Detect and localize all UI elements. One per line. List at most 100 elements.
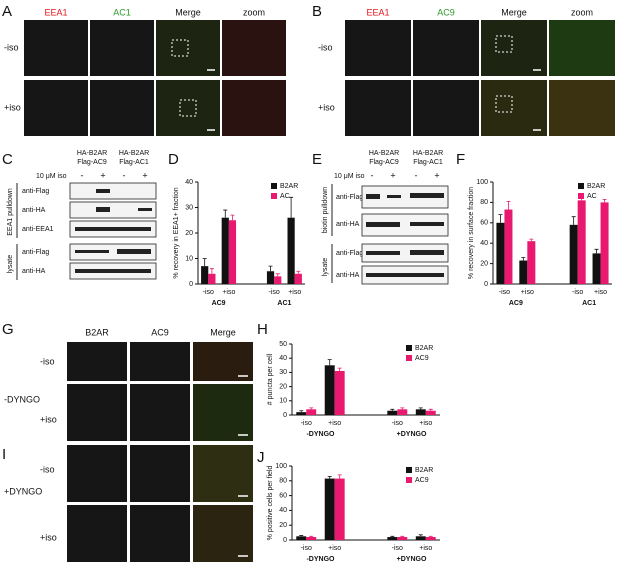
column-label: AC9: [151, 327, 169, 337]
bar: [387, 410, 398, 415]
legend-swatch: [406, 355, 412, 361]
error-bar: [223, 209, 228, 218]
error-bar: [289, 196, 294, 218]
bar: [221, 217, 229, 284]
x-tick-label: -iso: [572, 289, 583, 296]
bar: [324, 478, 335, 540]
legend-swatch: [271, 193, 277, 199]
bar: [201, 266, 209, 284]
lane-label: -: [371, 170, 374, 180]
group-label: -DYNGO: [306, 431, 335, 438]
row-label: +iso: [40, 414, 57, 424]
legend-label: AC: [280, 193, 290, 200]
panel-letter: E: [312, 151, 322, 168]
bar: [415, 409, 426, 415]
x-tick-label: +iso: [594, 289, 607, 296]
error-bar: [337, 474, 342, 479]
bar: [266, 271, 275, 284]
bar: [425, 537, 436, 540]
y-axis-label: % recovery in EEA1+ fraction: [173, 187, 180, 278]
blot-label: anti-Flag: [336, 250, 363, 257]
condition-label: +DYNGO: [4, 486, 42, 496]
bar: [306, 409, 317, 415]
sample-label: HA-B2AR: [77, 150, 107, 157]
row-label: -iso: [4, 42, 19, 52]
legend-label: B2AR: [415, 345, 433, 352]
bar: [296, 412, 307, 415]
x-tick-label: +iso: [419, 545, 432, 552]
error-bar: [309, 407, 314, 410]
panel-letter: G: [2, 321, 14, 338]
bar: [306, 537, 317, 540]
legend-swatch: [406, 467, 412, 473]
error-bar: [390, 535, 395, 538]
treatment-label: 10 μM iso: [334, 173, 365, 180]
error-bar: [400, 407, 405, 410]
legend-swatch: [406, 345, 412, 351]
blot-label: anti-Flag: [22, 188, 49, 195]
y-tick-label: 100: [476, 179, 488, 186]
error-bar: [506, 200, 511, 210]
column-label: AC9: [437, 7, 455, 17]
panel-letter: D: [168, 151, 179, 168]
group-label: +DYNGO: [397, 556, 427, 563]
sample-label: HA-B2AR: [413, 150, 443, 157]
condition-label: -DYNGO: [4, 394, 40, 404]
legend-label: AC: [587, 193, 597, 200]
y-tick-label: 40: [279, 355, 287, 362]
western-blot: [69, 182, 157, 280]
column-label: EEA1: [366, 7, 389, 17]
bar: [592, 253, 601, 284]
group-label: AC9: [212, 300, 226, 307]
x-tick-label: +iso: [222, 289, 235, 296]
x-tick-label: -iso: [203, 289, 214, 296]
error-bar: [296, 270, 301, 274]
bar: [334, 478, 345, 540]
y-tick-label: 10: [279, 398, 287, 405]
bar: [287, 217, 295, 284]
x-tick-label: -iso: [392, 545, 403, 552]
legend-label: B2AR: [280, 183, 298, 190]
micrographs: [24, 20, 286, 136]
x-tick-label: -iso: [268, 289, 279, 296]
error-bar: [337, 367, 342, 371]
error-bar: [529, 238, 534, 242]
sample-label: HA-B2AR: [369, 150, 399, 157]
row-label: +iso: [4, 102, 21, 112]
y-axis-label: % positive cells per field: [267, 466, 274, 541]
bar: [334, 370, 345, 415]
y-tick-label: 10: [185, 255, 193, 262]
sample-label: HA-B2AR: [119, 150, 149, 157]
micrographs: [67, 342, 253, 562]
blot-label: anti-Flag: [336, 194, 363, 201]
error-bar: [390, 408, 395, 411]
treatment-label: 10 μM iso: [36, 173, 67, 180]
x-tick-label: -iso: [392, 420, 403, 427]
x-tick-label: -iso: [499, 289, 510, 296]
bar: [527, 241, 536, 284]
group-label: AC1: [582, 300, 596, 307]
bar: [397, 409, 408, 415]
bar: [577, 200, 586, 284]
blot-label: anti-Flag: [22, 249, 49, 256]
blot-label: anti-EEA1: [22, 226, 54, 233]
y-tick-label: 0: [189, 281, 193, 288]
panel-letter: F: [456, 151, 465, 168]
panel-letter: B: [312, 3, 322, 20]
micrographs: [345, 20, 615, 136]
x-tick-label: -iso: [301, 420, 312, 427]
y-tick-label: 100: [275, 463, 287, 470]
error-bar: [418, 534, 423, 537]
legend-swatch: [578, 193, 584, 199]
legend-swatch: [406, 477, 412, 483]
error-bar: [209, 268, 214, 274]
bar: [274, 276, 282, 284]
sample-label: Flag-AC1: [413, 159, 443, 166]
fraction-label: biotin pulldown: [322, 187, 329, 233]
error-bar: [230, 214, 235, 221]
blot-label: anti-HA: [22, 268, 46, 275]
error-bar: [299, 410, 304, 413]
x-tick-label: -iso: [301, 545, 312, 552]
x-tick-label: +iso: [328, 545, 341, 552]
y-axis-label: % recovery in surface fraction: [468, 187, 475, 279]
